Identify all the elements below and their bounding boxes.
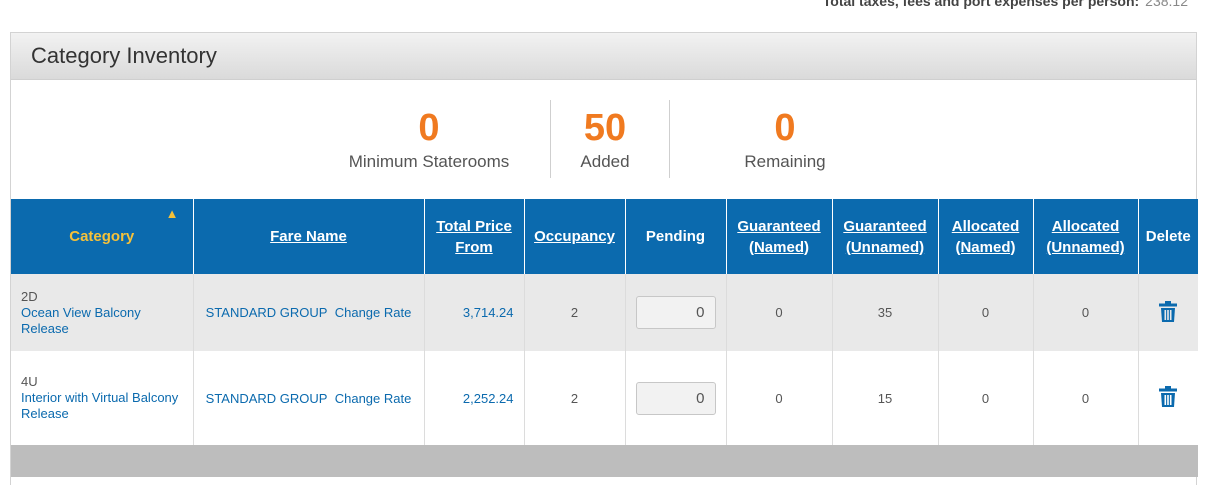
- release-link[interactable]: Release: [21, 406, 69, 421]
- header-allocated-unnamed[interactable]: Allocated (Unnamed): [1033, 199, 1139, 274]
- pending-input[interactable]: [635, 296, 716, 329]
- header-pending: Pending: [625, 199, 727, 274]
- header-fare-name-link[interactable]: Fare Name: [270, 228, 347, 245]
- delete-cell: [1138, 274, 1198, 351]
- allocated-named-cell: 0: [938, 274, 1034, 351]
- guaranteed-unnamed-cell: 15: [832, 351, 939, 445]
- stat-divider: [669, 100, 670, 178]
- fare-name-link[interactable]: STANDARD GROUP: [205, 305, 328, 320]
- fare-cell: STANDARD GROUP Change Rate: [193, 351, 425, 445]
- table-row: 2D Ocean View Balcony Release STANDARD G…: [11, 274, 1198, 351]
- stat-value: 0: [774, 107, 796, 149]
- release-link[interactable]: Release: [21, 320, 69, 336]
- price-link[interactable]: 2,252.24: [462, 390, 514, 406]
- header-total-price[interactable]: Total Price From: [424, 199, 525, 274]
- header-category-label: Category: [69, 228, 135, 245]
- category-code: 2D: [21, 288, 38, 304]
- trash-icon[interactable]: [1159, 300, 1178, 325]
- occupancy-cell: 2: [524, 274, 626, 351]
- taxes-label: Total taxes, fees and port expenses per …: [822, 0, 1140, 9]
- guaranteed-unnamed-cell: 35: [832, 274, 939, 351]
- change-rate-link[interactable]: Change Rate: [334, 390, 412, 406]
- change-rate-link[interactable]: Change Rate: [334, 305, 412, 320]
- fare-name-link[interactable]: STANDARD GROUP: [205, 390, 328, 406]
- panel-footer-bar: [11, 445, 1198, 477]
- header-guaranteed-unnamed[interactable]: Guaranteed (Unnamed): [832, 199, 939, 274]
- stat-label: Minimum Staterooms: [348, 152, 510, 171]
- stat-minimum-staterooms: 0 Minimum Staterooms: [339, 108, 519, 172]
- pending-cell: [625, 274, 727, 351]
- panel-header: Category Inventory: [11, 33, 1196, 80]
- header-guaranteed-named[interactable]: Guaranteed (Named): [726, 199, 833, 274]
- header-allocated-named-link[interactable]: Allocated (Named): [951, 217, 1020, 256]
- allocated-named-cell: 0: [938, 351, 1034, 445]
- category-cell: 4U Interior with Virtual Balcony Release: [11, 351, 194, 445]
- header-guaranteed-named-link[interactable]: Guaranteed (Named): [737, 217, 821, 256]
- stat-label: Added: [580, 152, 630, 171]
- guaranteed-named-cell: 0: [726, 274, 833, 351]
- price-cell: 2,252.24: [424, 351, 525, 445]
- price-link[interactable]: 3,714.24: [462, 305, 514, 320]
- header-category[interactable]: ▲ Category: [11, 199, 194, 274]
- delete-cell: [1138, 351, 1198, 445]
- header-allocated-unnamed-link[interactable]: Allocated (Unnamed): [1046, 217, 1125, 256]
- inventory-stats: 0 Minimum Staterooms 50 Added 0 Remainin…: [11, 80, 1196, 198]
- taxes-value: 238.12: [1145, 0, 1188, 9]
- stat-added: 50 Added: [565, 108, 645, 172]
- header-occupancy-link[interactable]: Occupancy: [534, 228, 615, 245]
- category-inventory-panel: Category Inventory 0 Minimum Staterooms …: [10, 32, 1198, 485]
- stat-remaining: 0 Remaining: [725, 108, 845, 172]
- occupancy-cell: 2: [524, 351, 626, 445]
- category-code: 4U: [21, 374, 38, 389]
- sort-ascending-icon: ▲: [165, 206, 179, 221]
- trash-icon[interactable]: [1159, 386, 1178, 410]
- stat-value: 50: [583, 107, 627, 149]
- header-fare-name[interactable]: Fare Name: [193, 199, 425, 274]
- price-cell: 3,714.24: [424, 274, 525, 351]
- header-guaranteed-unnamed-link[interactable]: Guaranteed (Unnamed): [843, 217, 927, 256]
- header-pending-label: Pending: [645, 228, 706, 245]
- stat-value: 0: [418, 107, 440, 149]
- header-allocated-named[interactable]: Allocated (Named): [938, 199, 1034, 274]
- category-table: ▲ Category Fare Name Total Price From Oc…: [11, 199, 1198, 445]
- category-cell: 2D Ocean View Balcony Release: [11, 274, 194, 351]
- guaranteed-named-cell: 0: [726, 351, 833, 445]
- table-row: 4U Interior with Virtual Balcony Release…: [11, 351, 1198, 445]
- header-delete-label: Delete: [1145, 228, 1191, 245]
- allocated-unnamed-cell: 0: [1033, 274, 1139, 351]
- stat-label: Remaining: [744, 152, 826, 171]
- pending-cell: [625, 351, 727, 445]
- category-name-link[interactable]: Ocean View Balcony: [21, 304, 141, 320]
- header-occupancy[interactable]: Occupancy: [524, 199, 626, 274]
- allocated-unnamed-cell: 0: [1033, 351, 1139, 445]
- header-total-price-link[interactable]: Total Price From: [436, 217, 512, 256]
- panel-title: Category Inventory: [31, 43, 217, 68]
- stat-divider: [550, 100, 551, 178]
- taxes-note: Total taxes, fees and port expenses per …: [823, 0, 1188, 9]
- table-header-row: ▲ Category Fare Name Total Price From Oc…: [11, 199, 1198, 274]
- pending-input[interactable]: [635, 381, 716, 415]
- header-delete: Delete: [1138, 199, 1198, 274]
- category-name-link[interactable]: Interior with Virtual Balcony: [21, 390, 179, 405]
- fare-cell: STANDARD GROUP Change Rate: [193, 274, 425, 351]
